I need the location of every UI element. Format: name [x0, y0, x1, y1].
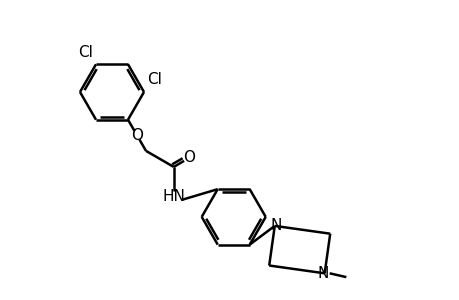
Text: Cl: Cl: [78, 45, 93, 60]
Text: O: O: [183, 150, 195, 165]
Text: N: N: [269, 218, 281, 233]
Text: O: O: [131, 128, 143, 143]
Text: N: N: [317, 266, 329, 281]
Text: HN: HN: [162, 189, 185, 204]
Text: Cl: Cl: [147, 72, 162, 87]
